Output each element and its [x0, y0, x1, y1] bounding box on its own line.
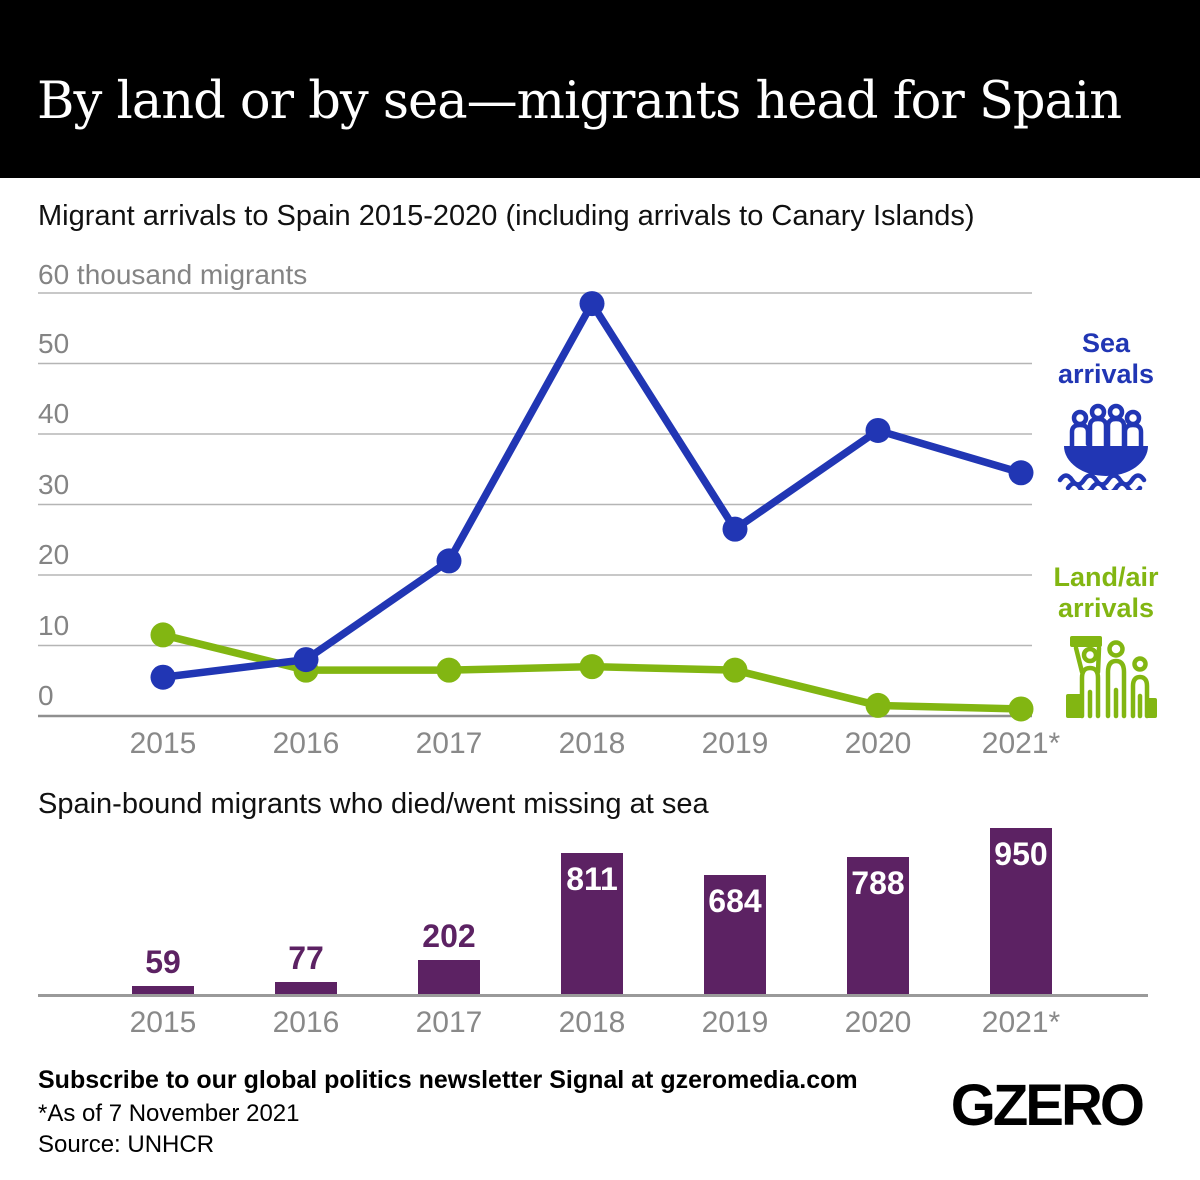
bar-value-label: 59: [145, 943, 181, 980]
bar-2020: [847, 856, 909, 996]
x-axis-label: 2015: [129, 727, 197, 760]
data-point-marker: [865, 692, 891, 718]
data-point-marker: [293, 647, 319, 673]
x-axis-label: 2018: [558, 1006, 626, 1039]
x-axis-label: 2020: [844, 727, 912, 760]
legend-sea-arrivals-label: Sea arrivals: [1057, 328, 1155, 389]
data-point-marker: [150, 622, 176, 648]
header-banner: By land or by sea—migrants head for Spai…: [0, 0, 1200, 178]
y-axis-tick-label: 40: [38, 398, 70, 429]
family-with-luggage-icon: [1066, 636, 1157, 719]
x-axis-label: 2016: [272, 1006, 340, 1039]
line-series-sea-arrivals: [159, 299, 1025, 681]
data-point-marker: [865, 417, 891, 443]
x-axis-label: 2021*: [981, 727, 1061, 760]
data-point-marker: [436, 657, 462, 683]
subscribe-text: Subscribe to our global politics newslet…: [38, 1066, 858, 1094]
y-axis-tick-label: 30: [38, 468, 70, 500]
source-text: Source: UNHCR: [38, 1131, 215, 1158]
x-axis-label: 2016: [272, 727, 340, 760]
boat-migrants-icon: [1057, 403, 1148, 490]
bar-2015: [132, 985, 194, 996]
x-axis-label: 2021*: [981, 1006, 1061, 1039]
line-chart-canvas: [38, 291, 1034, 722]
x-axis-label: 2020: [844, 1006, 912, 1039]
bar-2021: [990, 828, 1052, 996]
bar-value-label: 202: [422, 918, 476, 955]
y-axis-unit-label: 60 thousand migrants: [38, 259, 308, 290]
bar-value-label: 77: [288, 940, 324, 977]
x-axis-label: 2017: [415, 727, 483, 760]
data-point-marker: [1008, 696, 1034, 722]
bar-chart-baseline: [38, 994, 1148, 997]
bar-2017: [418, 960, 480, 996]
page-title: By land or by sea—migrants head for Spai…: [37, 72, 1122, 131]
x-axis-label: 2017: [415, 1006, 483, 1039]
bar-chart-title: Spain-bound migrants who died/went missi…: [38, 788, 709, 820]
y-axis-tick-label: 20: [38, 539, 70, 570]
data-point-marker: [1008, 460, 1034, 486]
bar-2018: [561, 852, 623, 996]
bar-2019: [704, 875, 766, 996]
y-axis-tick-label: 0: [38, 680, 54, 711]
x-axis-label: 2018: [558, 727, 626, 760]
data-point-marker: [150, 664, 176, 690]
footnote-text: *As of 7 November 2021: [38, 1100, 300, 1127]
bar-value-label: 811: [566, 860, 618, 897]
data-point-marker: [722, 516, 748, 542]
y-axis-tick-label: 50: [38, 327, 70, 359]
bar-value-label: 950: [994, 836, 1048, 872]
data-point-marker: [436, 548, 462, 574]
x-axis-label: 2019: [701, 727, 769, 760]
bar-2016: [275, 982, 337, 996]
gzero-logo: GZERO: [950, 1073, 1145, 1138]
x-axis-label: 2015: [129, 1006, 197, 1039]
data-point-marker: [722, 657, 748, 683]
legend-land-air-arrivals-label: Land/air arrivals: [1053, 562, 1159, 623]
data-point-marker: [579, 654, 605, 680]
y-axis-tick-label: 10: [38, 609, 70, 641]
x-axis-label: 2019: [701, 1006, 769, 1039]
data-point-marker: [579, 291, 605, 317]
line-chart-title: Migrant arrivals to Spain 2015-2020 (inc…: [38, 200, 975, 232]
bar-value-label: 684: [708, 883, 762, 920]
bar-value-label: 788: [851, 864, 905, 901]
